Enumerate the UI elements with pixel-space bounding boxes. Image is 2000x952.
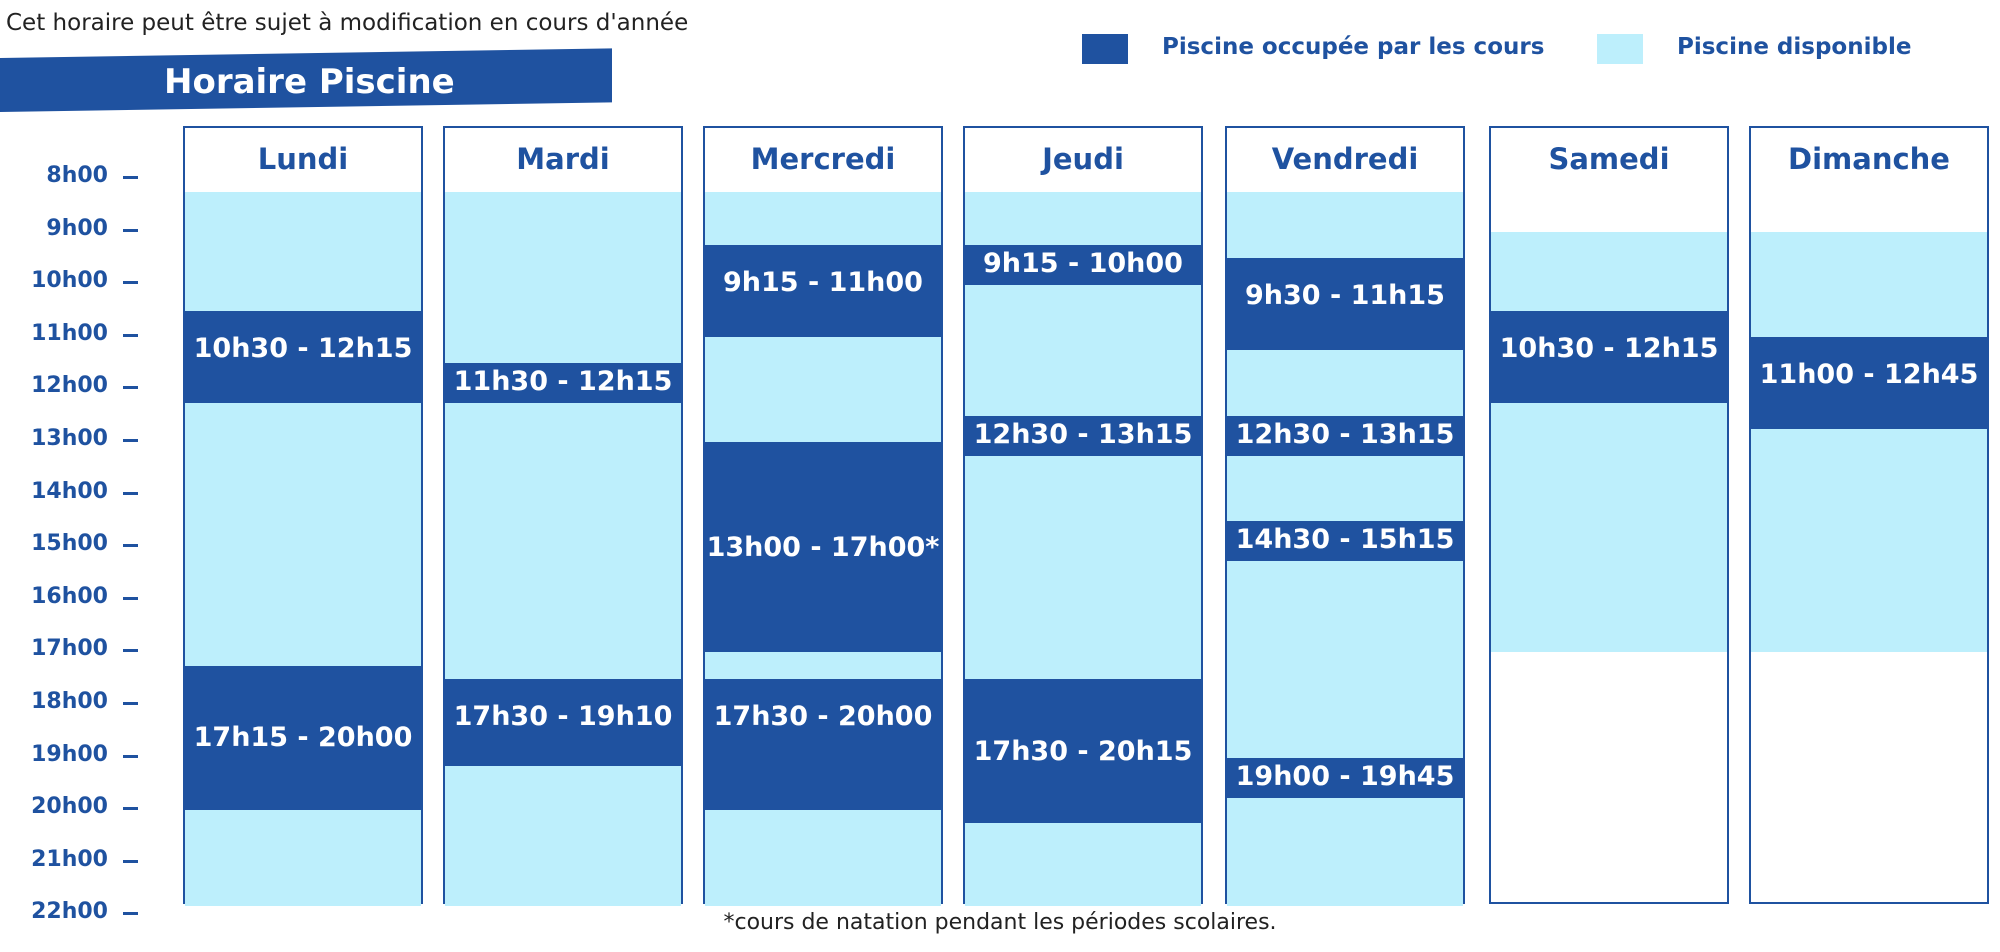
class-block: 17h15 - 20h00 [185,665,421,811]
hour-label: 18h00 [31,689,108,714]
hour-label: 17h00 [31,636,108,662]
class-block: 10h30 - 12h15 [1491,310,1727,403]
class-block: 11h00 - 12h45 [1751,336,1987,429]
hour-tick [123,544,138,548]
hour-tick [123,333,138,337]
hour-label: 16h00 [31,583,108,609]
hour-tick [123,491,138,495]
legend-swatch-busy [1082,34,1128,64]
hour-tick [123,754,138,758]
hour-tick [123,439,138,442]
class-time-label: 13h00 - 17h00* [706,531,940,563]
page-title: Horaire Piscine [164,62,455,102]
class-time-label: 17h15 - 20h00 [193,722,413,754]
class-block: 9h15 - 10h00 [965,244,1201,285]
day-name: Mercredi [750,142,896,176]
hour-tick [123,281,138,285]
day-column-vendredi: Vendredi 9h30 - 11h15 12h30 - 13h15 14h30 -… [1225,126,1465,906]
hour-tick [123,386,138,390]
class-block: 17h30 - 20h15 [965,678,1201,824]
footnote: *cours de natation pendant les périodes … [723,910,1277,935]
class-block: 12h30 - 13h15 [965,415,1201,456]
hour-tick [123,859,138,863]
hour-label: 11h00 [31,320,108,346]
day-name: Dimanche [1788,142,1950,176]
day-name: Vendredi [1271,142,1419,176]
available-period [1751,231,1987,653]
available-period [1491,231,1727,653]
class-time-label: 17h30 - 19h10 [453,700,673,732]
hour-label: 12h00 [31,373,108,399]
class-time-label: 10h30 - 12h15 [1499,332,1719,364]
day-column-mercredi: Mercredi 9h15 - 11h00 13h00 - 17h00* 17h30 … [703,126,943,906]
class-time-label: 11h30 - 12h15 [453,366,673,398]
day-name: Samedi [1548,142,1670,176]
class-block: 14h30 - 15h15 [1227,520,1463,561]
class-time-label: 10h30 - 12h15 [193,332,413,364]
day-name: Jeudi [1042,142,1124,176]
class-time-label: 9h15 - 10h00 [983,247,1183,279]
day-name: Lundi [257,142,349,176]
class-time-label: 17h30 - 20h00 [713,700,933,732]
hour-tick [123,702,138,705]
hour-label: 8h00 [46,163,108,188]
class-block: 9h30 - 11h15 [1227,257,1463,350]
class-block: 19h00 - 19h45 [1227,757,1463,798]
class-block: 9h15 - 11h00 [705,244,941,337]
class-time-label: 14h30 - 15h15 [1235,523,1455,555]
class-block: 10h30 - 12h15 [185,310,421,403]
class-time-label: 9h30 - 11h15 [1245,279,1445,311]
hour-tick [123,228,138,232]
hour-label: 14h00 [31,478,108,504]
class-time-label: 9h15 - 11h00 [723,266,923,298]
hour-tick [123,176,138,179]
available-period [445,192,681,906]
hour-label: 10h00 [31,268,108,294]
hour-label: 9h00 [46,215,108,241]
hour-tick [123,649,138,653]
class-block: 11h30 - 12h15 [445,363,681,404]
legend-label-busy: Piscine occupée par les cours [1162,34,1545,60]
class-block: 17h30 - 20h00 [705,678,941,811]
class-block: 17h30 - 19h10 [445,678,681,767]
hour-tick [123,596,138,600]
hour-label: 21h00 [31,846,108,872]
day-column-dimanche: Dimanche 11h00 - 12h45 [1749,126,1989,904]
class-time-label: 11h00 - 12h45 [1759,358,1979,390]
class-time-label: 12h30 - 13h15 [1235,418,1455,450]
legend-swatch-available [1597,34,1643,64]
hour-label: 13h00 [31,426,108,451]
hour-label: 19h00 [31,741,108,767]
day-column-lundi: Lundi 10h30 - 12h15 17h15 - 20h00 [183,126,423,906]
disclaimer: Cet horaire peut être sujet à modificati… [6,10,689,36]
hour-tick [123,807,138,811]
class-time-label: 12h30 - 13h15 [973,418,1193,450]
hour-tick [123,912,138,916]
day-column-mardi: Mardi 11h30 - 12h15 17h30 - 19h10 [443,126,683,906]
class-block: 13h00 - 17h00* [705,442,941,653]
legend-label-available: Piscine disponible [1677,34,1912,60]
day-column-samedi: Samedi 10h30 - 12h15 [1489,126,1729,904]
hour-label: 20h00 [31,794,108,820]
day-column-jeudi: Jeudi 9h15 - 10h00 12h30 - 13h15 17h30 - 20… [963,126,1203,906]
hour-label: 22h00 [31,899,108,925]
hour-label: 15h00 [31,531,108,557]
class-time-label: 17h30 - 20h15 [973,735,1193,767]
day-name: Mardi [516,142,610,176]
class-block: 12h30 - 13h15 [1227,415,1463,456]
class-time-label: 19h00 - 19h45 [1235,760,1455,792]
